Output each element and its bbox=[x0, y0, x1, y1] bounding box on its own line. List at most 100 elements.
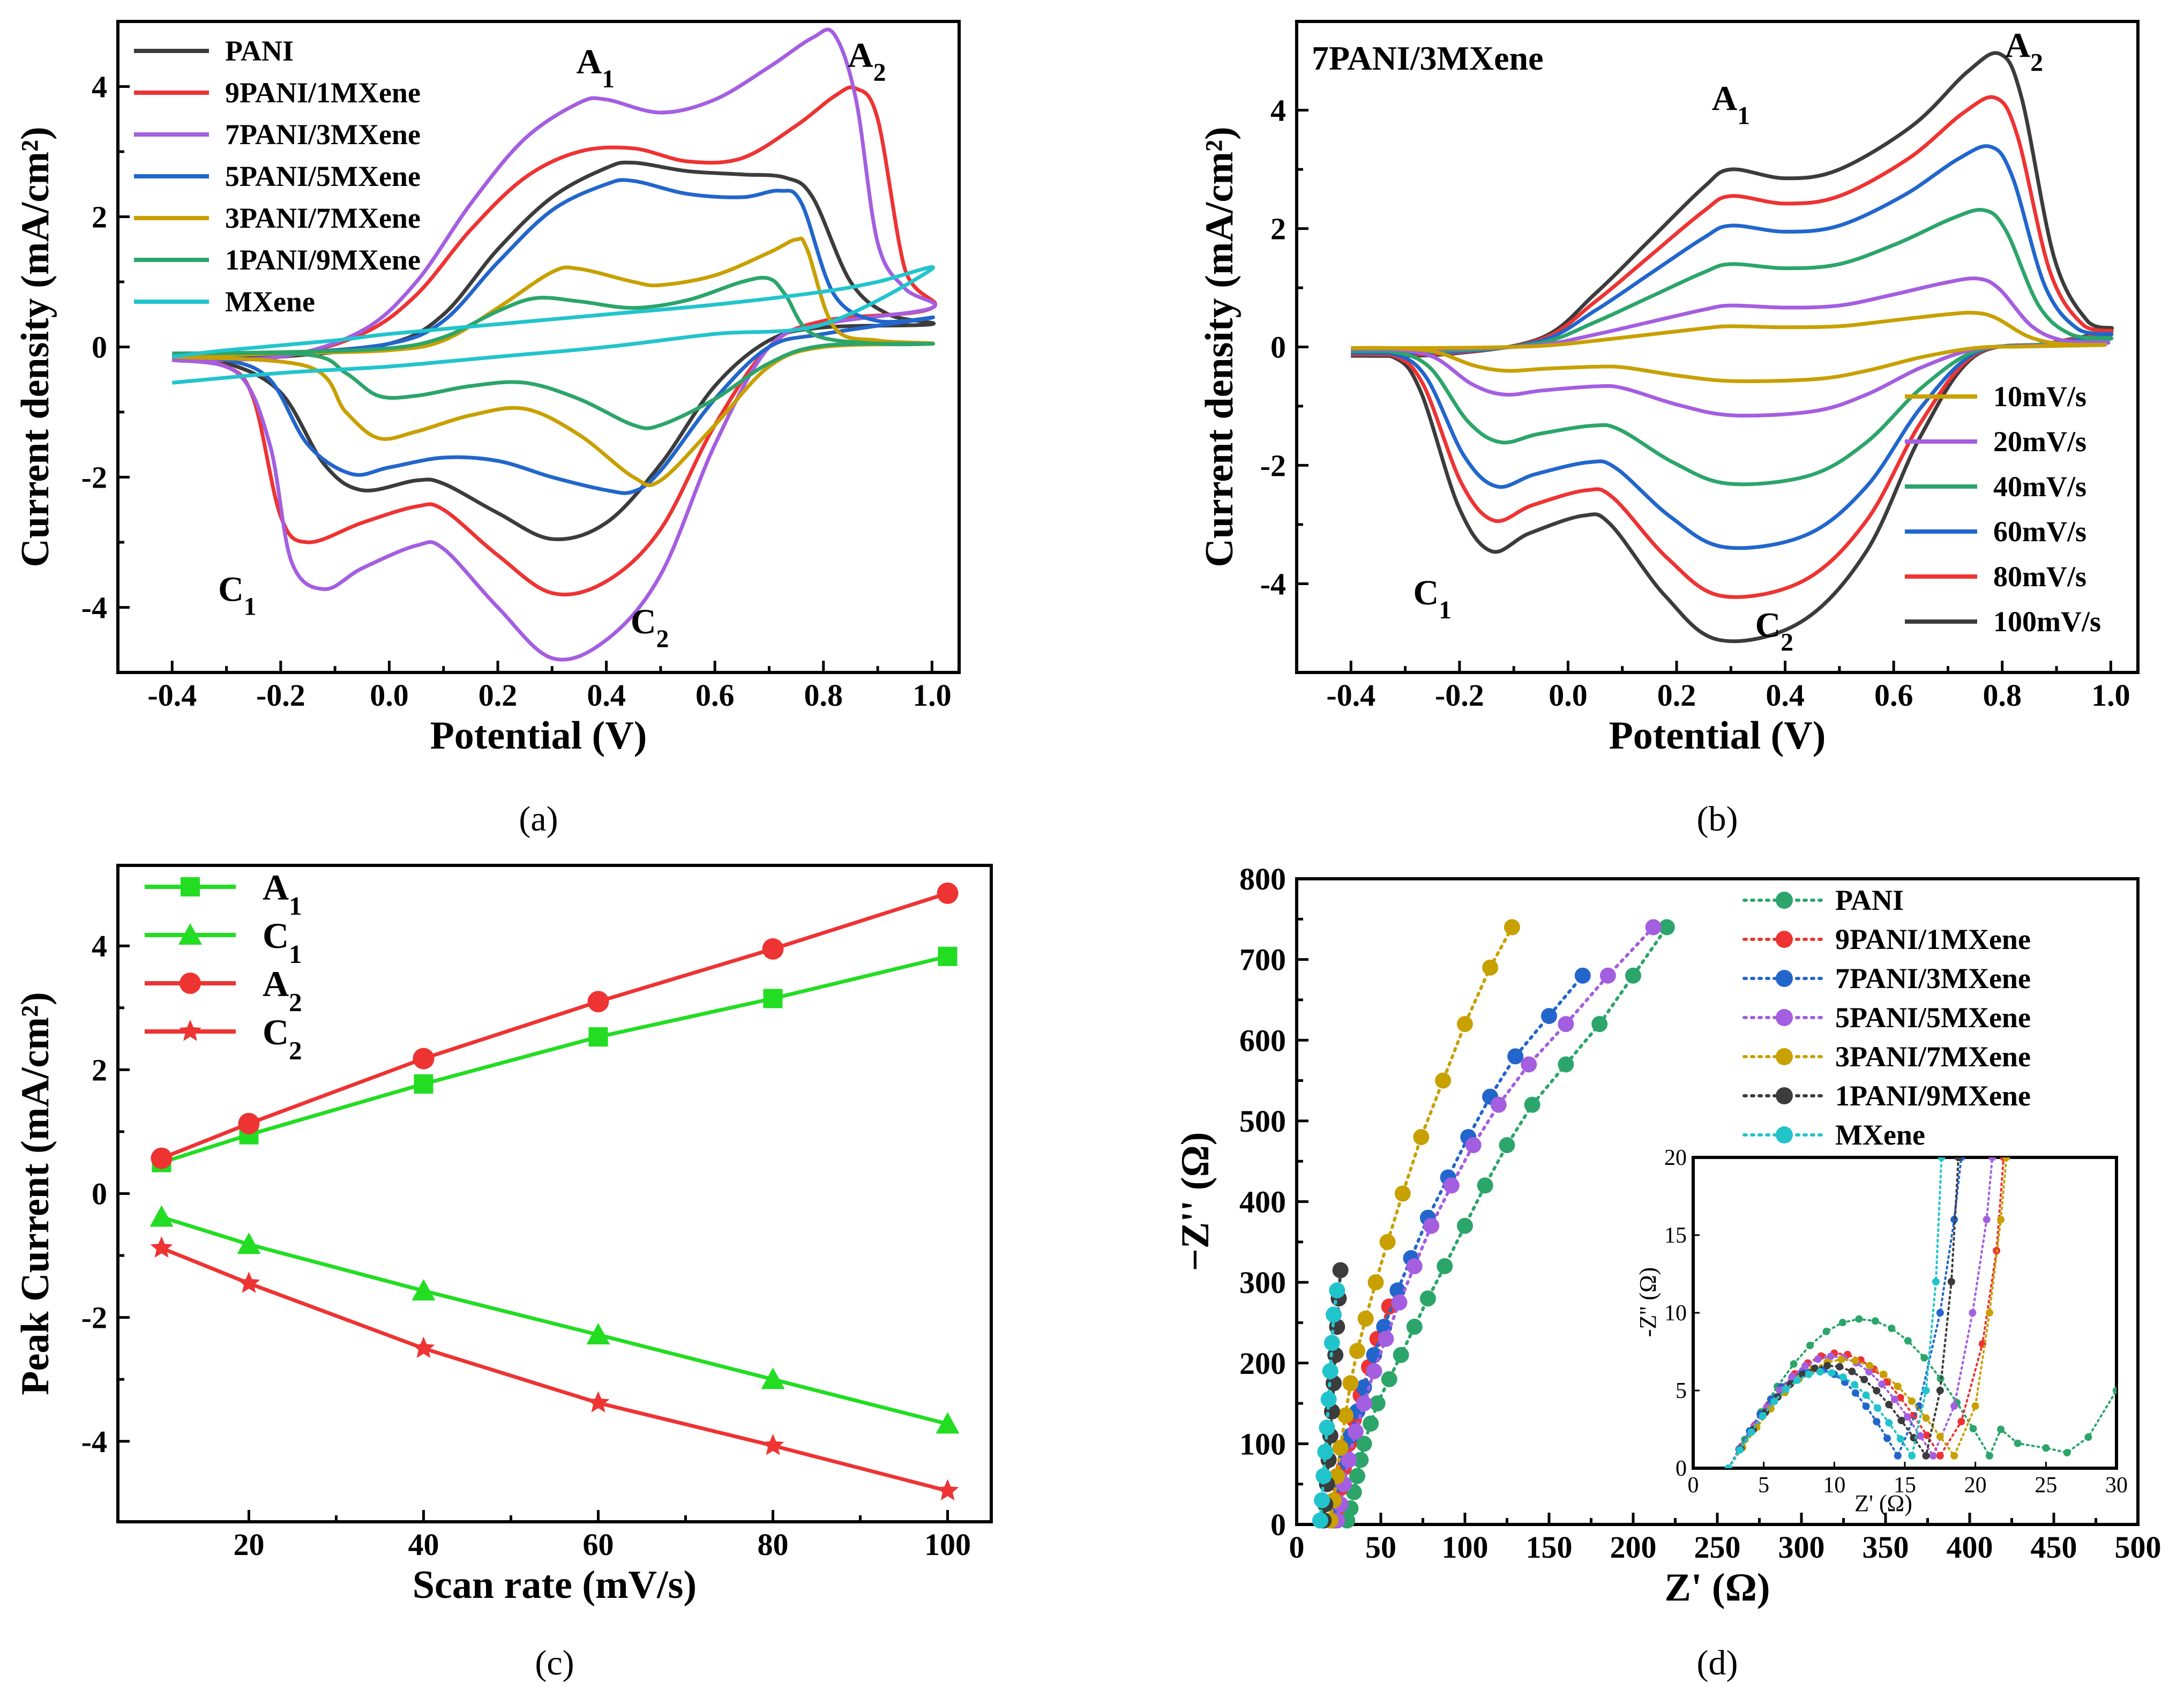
x-tick-label: 0.6 bbox=[1874, 678, 1913, 713]
legend-label: 5PANI/5MXene bbox=[1835, 1001, 2031, 1034]
inset-arc bbox=[1727, 1157, 1994, 1468]
y-tick-label: 2 bbox=[1270, 212, 1286, 246]
x-tick-label: 0.0 bbox=[1549, 678, 1588, 713]
legend-marker bbox=[1776, 970, 1793, 987]
inset-point bbox=[1851, 1381, 1859, 1389]
nyquist-point bbox=[1320, 1391, 1337, 1408]
inset-point bbox=[1908, 1397, 1916, 1405]
inset-x-tick-label: 25 bbox=[2035, 1473, 2057, 1498]
nyquist-point bbox=[1658, 919, 1675, 936]
peak-label: A2 bbox=[848, 36, 886, 87]
inset-point bbox=[1969, 1309, 1977, 1317]
nyquist-point bbox=[1406, 1258, 1423, 1274]
x-tick-label: 300 bbox=[1778, 1530, 1825, 1565]
nyquist-point bbox=[1465, 1137, 1482, 1154]
inset-point bbox=[1865, 1368, 1873, 1376]
inset-y-tick-label: 20 bbox=[1664, 1146, 1687, 1170]
nyquist-point bbox=[1367, 1274, 1384, 1291]
x-tick-label: 50 bbox=[1365, 1530, 1396, 1565]
nyquist-point bbox=[1490, 1096, 1507, 1113]
nyquist-point bbox=[1312, 1512, 1328, 1529]
nyquist-point bbox=[1423, 1217, 1440, 1234]
inset-point bbox=[1827, 1352, 1835, 1360]
nyquist-point bbox=[1391, 1294, 1408, 1311]
inset-point bbox=[1897, 1416, 1905, 1424]
legend-label: 1PANI/9MXene bbox=[1835, 1080, 2031, 1112]
nyquist-point bbox=[1504, 919, 1520, 936]
inset-point bbox=[1922, 1452, 1930, 1460]
series-line-C1 bbox=[161, 1215, 948, 1426]
x-tick-label: 100 bbox=[924, 1527, 971, 1562]
nyquist-point bbox=[1521, 1056, 1537, 1073]
legend-label: A1 bbox=[263, 867, 302, 921]
star-marker bbox=[179, 1020, 201, 1041]
peak-label: C2 bbox=[631, 602, 669, 653]
inset-x-tick-label: 0 bbox=[1688, 1473, 1699, 1498]
nyquist-point bbox=[1507, 1048, 1524, 1065]
chart-d: 0 50 100 150 200 250 300 350 400 450 5000100200300… bbox=[1173, 862, 2161, 1683]
series-line-C2 bbox=[161, 1246, 948, 1493]
inset-point bbox=[2002, 1157, 2010, 1161]
square-marker bbox=[588, 1027, 608, 1047]
peak-label-subscript: 2 bbox=[656, 625, 669, 653]
inset-point bbox=[1932, 1278, 1940, 1285]
nyquist-point bbox=[1599, 967, 1616, 984]
chart-a: -0.4 -0.2 0.0 0.2 0.4 0.6 0.8 1.0 -4 -2 0 2 4 Potenti… bbox=[13, 20, 961, 839]
nyquist-point bbox=[1499, 1137, 1515, 1154]
nyquist-point bbox=[1381, 1371, 1397, 1387]
triangle-marker bbox=[586, 1322, 610, 1344]
legend-label: 3PANI/7MXene bbox=[1835, 1041, 2031, 1073]
inset-point bbox=[1908, 1452, 1916, 1460]
peak-label: C1 bbox=[1413, 573, 1452, 624]
legend-label: A2 bbox=[263, 963, 302, 1017]
x-axis-label: Scan rate (mV/s) bbox=[413, 1563, 697, 1607]
series-line-A1 bbox=[161, 954, 948, 1165]
nyquist-point bbox=[1366, 1363, 1382, 1379]
legend-label: 40mV/s bbox=[1993, 470, 2086, 503]
square-marker bbox=[414, 1074, 433, 1094]
nyquist-point bbox=[1574, 967, 1591, 984]
nyquist-point bbox=[1406, 1318, 1423, 1335]
nyquist-point bbox=[1329, 1282, 1345, 1299]
nyquist-point bbox=[1393, 1347, 1409, 1363]
inset-point bbox=[1814, 1355, 1822, 1363]
inset-x-tick-label: 15 bbox=[1894, 1473, 1916, 1498]
x-tick-label: -0.4 bbox=[147, 678, 197, 713]
chart-title: 7PANI/3MXene bbox=[1312, 39, 1544, 77]
chart-c: 20 40 60 80 100 -4 -2 0 2 4 Scan rate (mV/s) Peak C… bbox=[13, 864, 993, 1683]
chart-b: -0.4 -0.2 0.0 0.2 0.4 0.6 0.8 1.0 -4 -2 0 2 4 Potenti… bbox=[1198, 20, 2140, 839]
nyquist-point bbox=[1477, 1177, 1493, 1194]
inset-point bbox=[1851, 1389, 1859, 1397]
x-tick-label: 0.8 bbox=[1983, 678, 2022, 713]
nyquist-point bbox=[1457, 1016, 1473, 1033]
inset-point bbox=[1885, 1401, 1893, 1409]
peak-label-subscript: 2 bbox=[2030, 49, 2043, 77]
nyquist-point bbox=[1323, 1335, 1340, 1351]
y-tick-label: -4 bbox=[81, 1424, 107, 1459]
inset-point bbox=[2063, 1449, 2071, 1456]
cv-curve-10mV/s bbox=[1351, 310, 2107, 384]
y-axis-label: Peak Current (mA/cm²) bbox=[13, 992, 57, 1395]
y-tick-label: 0 bbox=[1270, 1507, 1286, 1542]
legend-label-subscript: 1 bbox=[289, 939, 302, 969]
inset-x-tick-label: 10 bbox=[1823, 1473, 1845, 1498]
x-tick-label: 0.4 bbox=[1766, 678, 1805, 713]
inset-point bbox=[1873, 1404, 1881, 1412]
inset-point bbox=[1866, 1362, 1874, 1370]
nyquist-point bbox=[1341, 1452, 1357, 1468]
legend-label: MXene bbox=[1835, 1119, 1925, 1151]
inset-y-tick-label: 5 bbox=[1676, 1379, 1687, 1403]
inset-point bbox=[2014, 1439, 2022, 1447]
inset-point bbox=[1936, 1452, 1944, 1460]
peak-label: C2 bbox=[1755, 606, 1793, 657]
y-tick-label: -4 bbox=[81, 590, 107, 625]
legend-label: 60mV/s bbox=[1993, 515, 2086, 548]
nyquist-point bbox=[1379, 1233, 1396, 1250]
inset-point bbox=[1878, 1380, 1886, 1388]
y-tick-label: -2 bbox=[81, 1300, 107, 1335]
nyquist-point bbox=[1369, 1395, 1386, 1412]
inset-point bbox=[1822, 1327, 1830, 1335]
x-tick-label: 500 bbox=[2115, 1530, 2161, 1565]
inset-point bbox=[1805, 1370, 1813, 1378]
